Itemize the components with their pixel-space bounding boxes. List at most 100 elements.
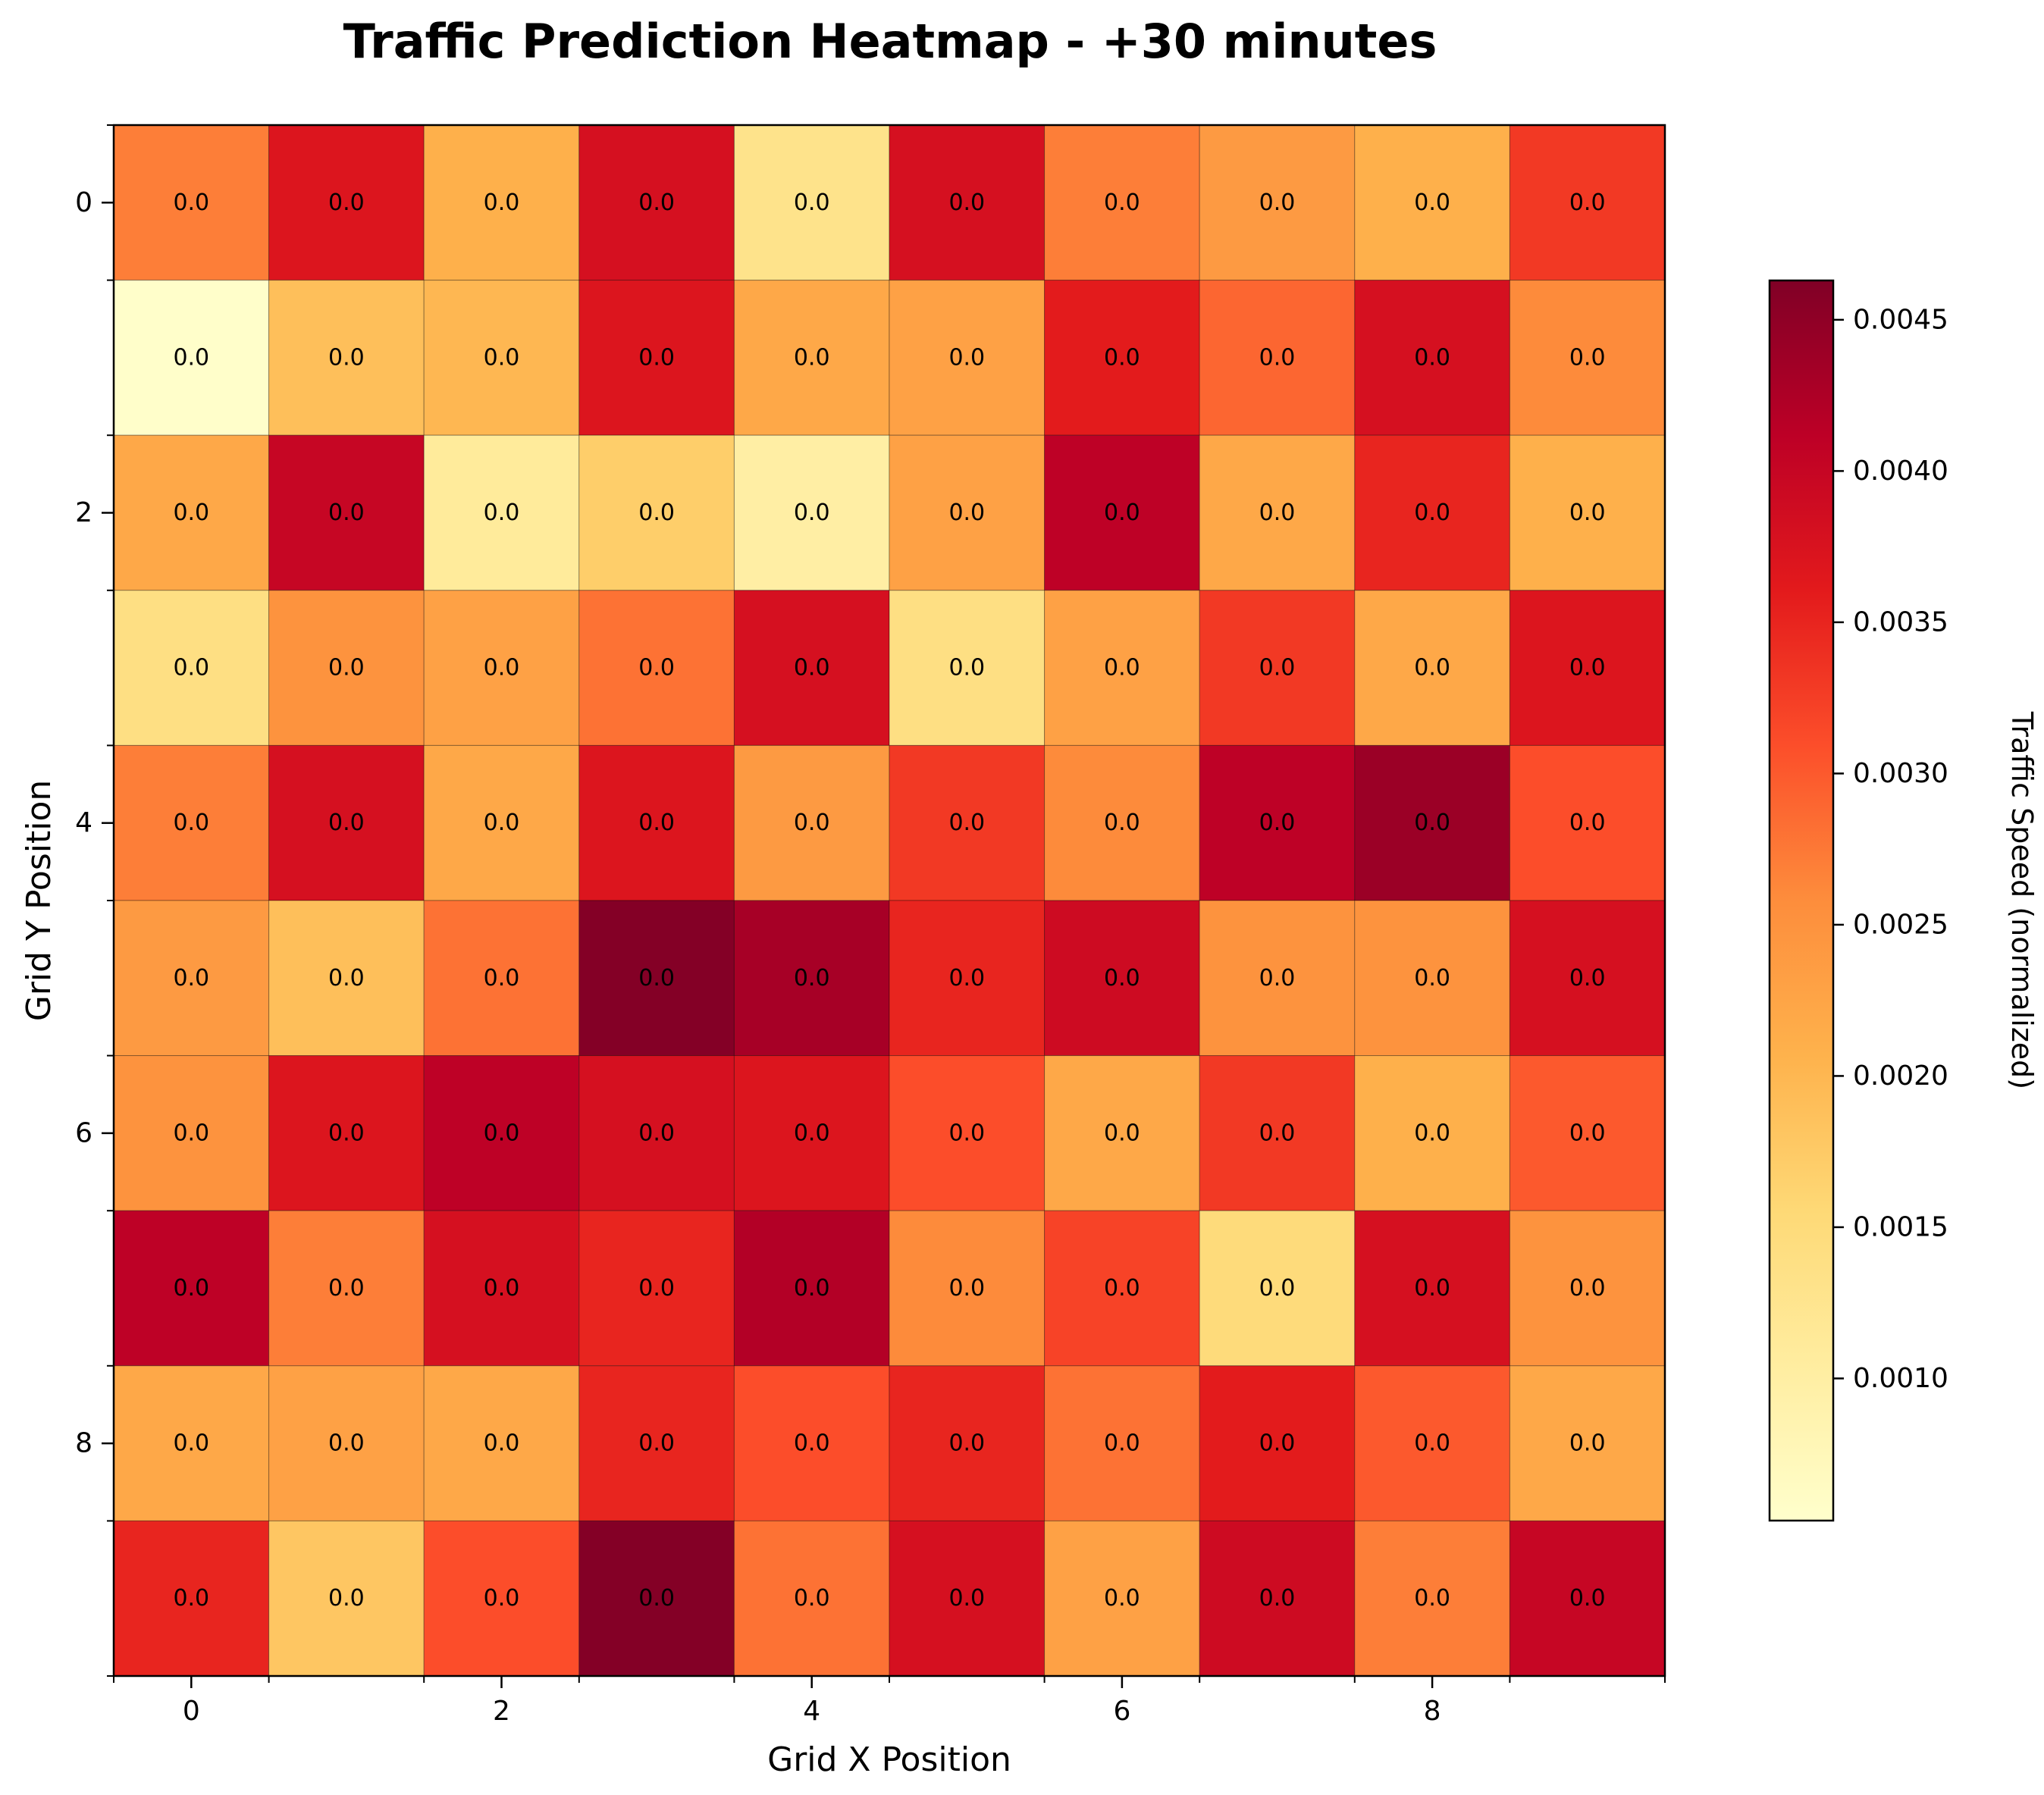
- cell-value-label: 0.0: [173, 655, 209, 681]
- cell-value-label: 0.0: [948, 810, 985, 836]
- heatmap-cell: [423, 1520, 580, 1677]
- cell-value-label: 0.0: [1569, 1585, 1606, 1612]
- cell-value-label: 0.0: [328, 810, 365, 836]
- cell-value-label: 0.0: [1104, 500, 1140, 526]
- cell-value-label: 0.0: [1104, 655, 1140, 681]
- x-axis-label: Grid X Position: [767, 1740, 1011, 1779]
- cell-value-label: 0.0: [484, 1430, 520, 1457]
- cell-value-label: 0.0: [794, 1585, 830, 1612]
- cell-value-label: 0.0: [1259, 810, 1296, 836]
- cell-value-label: 0.0: [948, 190, 985, 216]
- cell-value-label: 0.0: [1104, 1120, 1140, 1146]
- colorbar: [1768, 279, 1835, 1522]
- x-tick-label: 4: [803, 1696, 820, 1727]
- heatmap-cell: [578, 1210, 735, 1367]
- cell-value-label: 0.0: [1259, 965, 1296, 991]
- cell-value-label: 0.0: [948, 500, 985, 526]
- heatmap-cell: [268, 1210, 425, 1367]
- heatmap-cell: [1044, 1210, 1200, 1367]
- heatmap-cell: [423, 1210, 580, 1367]
- heatmap-cell: [733, 434, 890, 591]
- heatmap-cell: [1199, 590, 1356, 746]
- colorbar-ticks: 0.0010 0.0015 0.0020 0.0025 0.0030 0.0035 0.00…: [1833, 304, 1948, 1394]
- colorbar-tick-label: 0.0025: [1853, 909, 1948, 940]
- cell-value-label: 0.0: [794, 344, 830, 371]
- heatmap-cell: [113, 1365, 270, 1521]
- cell-value-label: 0.0: [173, 1120, 209, 1146]
- heatmap-cell: [268, 434, 425, 591]
- cell-value-label: 0.0: [638, 1585, 675, 1612]
- heatmap-cell: [1509, 280, 1666, 436]
- y-tick-label: 0: [75, 187, 92, 218]
- cell-value-label: 0.0: [948, 1275, 985, 1302]
- x-tick-label: 0: [183, 1696, 200, 1727]
- cell-value-label: 0.0: [1259, 344, 1296, 371]
- cell-value-label: 0.0: [328, 190, 365, 216]
- heatmap-cell: [578, 1520, 735, 1677]
- heatmap-cell: [1354, 744, 1510, 901]
- colorbar-tick-label: 0.0015: [1853, 1211, 1948, 1242]
- chart-title: Traffic Prediction Heatmap - +30 minutes: [343, 14, 1437, 69]
- heatmap-cell: [268, 124, 425, 281]
- cell-value-label: 0.0: [1569, 1430, 1606, 1457]
- cell-value-label: 0.0: [1104, 344, 1140, 371]
- cell-value-label: 0.0: [484, 1120, 520, 1146]
- cell-value-label: 0.0: [1569, 810, 1606, 836]
- cell-value-label: 0.0: [794, 965, 830, 991]
- cell-value-label: 0.0: [948, 965, 985, 991]
- heatmap-cell: [1509, 124, 1666, 281]
- y-tick-label: 6: [75, 1117, 92, 1148]
- cell-value-label: 0.0: [794, 1275, 830, 1302]
- y-axis-label: Grid Y Position: [20, 780, 58, 1022]
- heatmap-cell: [1509, 1520, 1666, 1677]
- cell-value-label: 0.0: [1414, 965, 1450, 991]
- heatmap-cell: [113, 1210, 270, 1367]
- heatmap-cell: [1509, 1055, 1666, 1211]
- cell-value-label: 0.0: [484, 1275, 520, 1302]
- heatmap-cell: [889, 124, 1046, 281]
- heatmap-cell-labels: 0.0 0.0 0.0 0.0 0.0 0.0 0.0 0.0 0.0 0.0 0.0 0.0 0.0 0…: [173, 190, 1605, 1612]
- cell-value-label: 0.0: [328, 1430, 365, 1457]
- cell-value-label: 0.0: [1414, 1275, 1450, 1302]
- heatmap-cell: [1354, 1520, 1510, 1677]
- cell-value-label: 0.0: [1259, 1585, 1296, 1612]
- heatmap-cell: [1044, 280, 1200, 436]
- heatmap-cell: [1509, 590, 1666, 746]
- heatmap-cell: [1354, 1210, 1510, 1367]
- cell-value-label: 0.0: [638, 500, 675, 526]
- heatmap-cell: [889, 1365, 1046, 1521]
- x-tick-label: 2: [493, 1696, 510, 1727]
- heatmap-cell: [889, 590, 1046, 746]
- cell-value-label: 0.0: [328, 1120, 365, 1146]
- cell-value-label: 0.0: [328, 965, 365, 991]
- heatmap-cell: [1199, 1210, 1356, 1367]
- cell-value-label: 0.0: [1414, 1120, 1450, 1146]
- cell-value-label: 0.0: [484, 655, 520, 681]
- cell-value-label: 0.0: [1414, 1585, 1450, 1612]
- cell-value-label: 0.0: [638, 965, 675, 991]
- heatmap-cell: [733, 900, 890, 1057]
- cell-value-label: 0.0: [484, 965, 520, 991]
- heatmap-cell: [1199, 1365, 1356, 1521]
- cell-value-label: 0.0: [1569, 190, 1606, 216]
- heatmap-cell: [733, 1520, 890, 1677]
- cell-value-label: 0.0: [1569, 500, 1606, 526]
- x-tick-label: 6: [1113, 1696, 1130, 1727]
- heatmap-cell: [1044, 1055, 1200, 1211]
- cell-value-label: 0.0: [173, 500, 209, 526]
- heatmap-cell: [1044, 900, 1200, 1057]
- heatmap-cell: [1354, 1365, 1510, 1521]
- cell-value-label: 0.0: [1569, 655, 1606, 681]
- cell-value-label: 0.0: [484, 500, 520, 526]
- cell-value-label: 0.0: [1569, 344, 1606, 371]
- cell-value-label: 0.0: [948, 1120, 985, 1146]
- heatmap-cell: [578, 590, 735, 746]
- x-axis: 0 2 4 6 8: [113, 1676, 1666, 1727]
- heatmap-cell: [733, 1365, 890, 1521]
- heatmap-cell: [1354, 1055, 1510, 1211]
- heatmap-cell: [578, 280, 735, 436]
- y-tick-label: 4: [75, 807, 92, 838]
- heatmap-cell: [889, 1055, 1046, 1211]
- cell-value-label: 0.0: [1569, 1120, 1606, 1146]
- heatmap-cell: [1509, 1210, 1666, 1367]
